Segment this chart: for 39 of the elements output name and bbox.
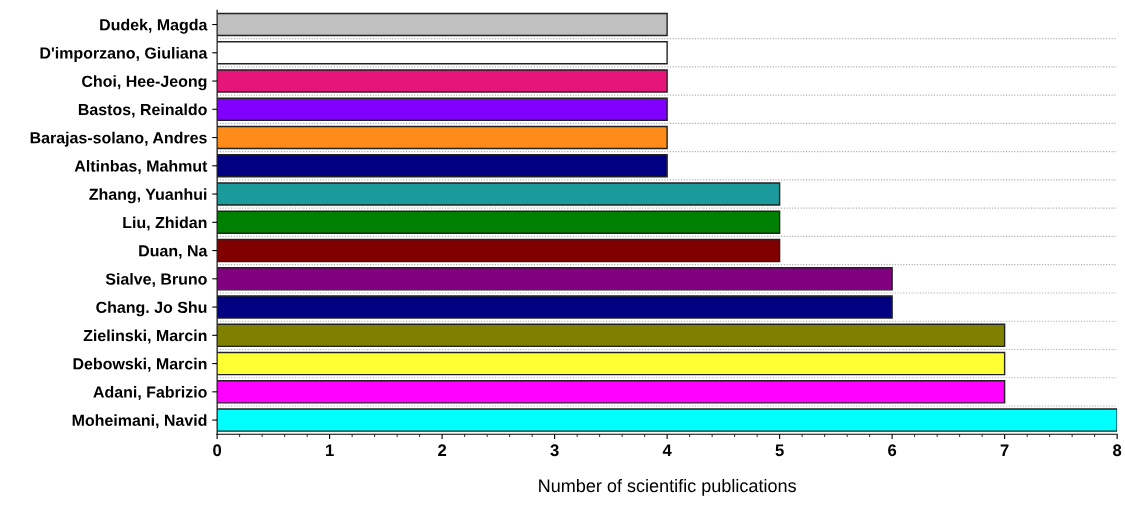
y-tick-label: Chang. Jo Shu bbox=[96, 301, 207, 317]
bar bbox=[217, 154, 668, 178]
bar bbox=[217, 97, 668, 122]
bar bbox=[217, 69, 668, 93]
x-tick-label: 5 bbox=[775, 444, 784, 457]
x-tick-label: 7 bbox=[1000, 444, 1009, 456]
bar bbox=[217, 41, 668, 65]
bar bbox=[217, 380, 1006, 404]
x-tick-label: 0 bbox=[213, 444, 222, 457]
x-axis-title: Number of scientific publications bbox=[539, 478, 796, 496]
bar bbox=[217, 267, 893, 291]
bar bbox=[217, 210, 781, 235]
x-tick-label: 4 bbox=[662, 444, 672, 456]
x-tick-label: 3 bbox=[550, 444, 559, 457]
y-tick-label: Zhang, Yuanhui bbox=[89, 188, 207, 204]
bar bbox=[217, 238, 781, 263]
y-tick-label: Dudek, Magda bbox=[100, 18, 208, 34]
y-tick-label: Liu, Zhidan bbox=[123, 216, 207, 231]
bar bbox=[217, 351, 1006, 376]
y-tick-label: Duan, Na bbox=[139, 245, 208, 259]
bar bbox=[217, 182, 781, 206]
bar bbox=[217, 12, 668, 37]
y-tick-label: Barajas-solano, Andres bbox=[30, 131, 207, 147]
x-tick-label: 1 bbox=[326, 444, 334, 456]
x-tick-label: 8 bbox=[1113, 444, 1122, 457]
y-tick-label: Moheimani, Navid bbox=[72, 414, 207, 429]
x-tick-label: 6 bbox=[888, 444, 897, 457]
bar bbox=[217, 323, 1006, 348]
y-tick-label: Choi, Hee-Jeong bbox=[82, 75, 207, 91]
y-tick-label: Zielinski, Marcin bbox=[83, 329, 207, 344]
y-tick-label: Adani, Fabrizio bbox=[93, 386, 207, 401]
y-tick-label: Sialve, Bruno bbox=[105, 273, 207, 288]
bar bbox=[217, 295, 893, 319]
y-tick-label: Altinbas, Mahmut bbox=[74, 160, 208, 175]
x-tick-label: 2 bbox=[438, 444, 447, 456]
y-tick-label: D'imporzano, Giuliana bbox=[40, 46, 208, 62]
bar bbox=[217, 125, 668, 150]
y-tick-label: Debowski, Marcin bbox=[73, 357, 207, 372]
y-tick-label: Bastos, Reinaldo bbox=[78, 103, 207, 118]
